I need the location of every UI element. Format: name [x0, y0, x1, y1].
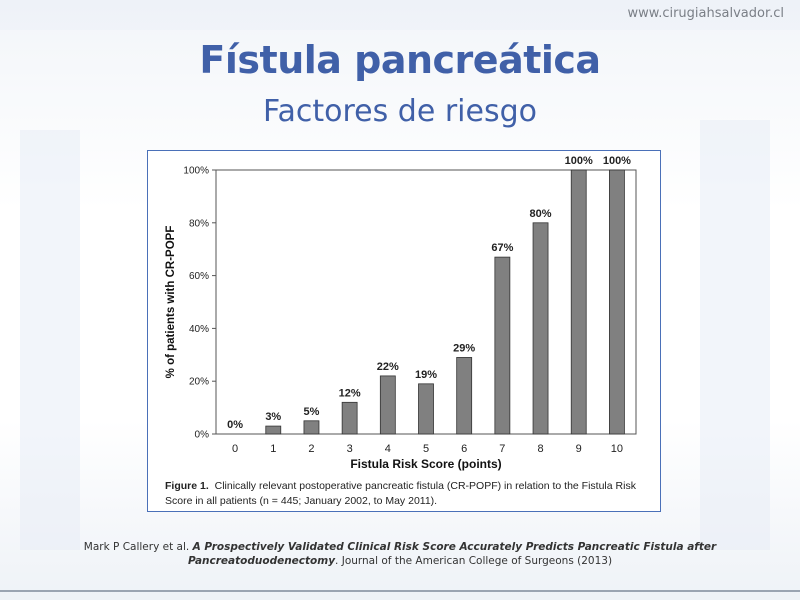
x-axis-title: Fistula Risk Score (points) [350, 457, 501, 471]
bar [494, 256, 511, 435]
bar-value-label: 100% [565, 155, 593, 167]
bar-value-label: 22% [377, 361, 399, 373]
y-tick-label: 20% [189, 377, 209, 388]
bar [265, 425, 282, 435]
bar-value-label: 5% [304, 406, 320, 418]
bar [456, 357, 473, 435]
background-roof [0, 0, 800, 30]
x-tick-label: 1 [270, 443, 276, 455]
bar-value-label: 67% [491, 242, 513, 254]
bar-value-label: 29% [453, 342, 475, 354]
x-tick-label: 9 [576, 443, 582, 455]
background-pillar-left [20, 130, 80, 550]
bar-value-label: 3% [265, 411, 281, 423]
x-tick-label: 3 [347, 443, 353, 455]
x-tick-label: 10 [611, 443, 623, 455]
bar [379, 375, 396, 435]
y-axis-title: % of patients with CR-POPF [165, 226, 177, 379]
bar [341, 401, 358, 435]
bar-value-label: 100% [603, 155, 631, 167]
figure-caption: Figure 1. Clinically relevant postoperat… [165, 479, 651, 509]
x-tick-label: 2 [308, 443, 314, 455]
x-tick-label: 8 [537, 443, 543, 455]
bar-chart: 0% 20% 40% 60% 80% 100% 0% 0 3% 1 5% 2 12% 3 22% 4 19% 5 2… [165, 155, 637, 471]
figure-panel: 0% 20% 40% 60% 80% 100% 0% 0 3% 1 5% 2 12% 3 22% 4 19% 5 2… [147, 150, 661, 512]
y-tick-label: 80% [189, 218, 209, 229]
bar [418, 383, 434, 435]
y-tick-label: 60% [189, 271, 209, 282]
site-url: www.cirugiahsalvador.cl [627, 6, 784, 21]
slide-subtitle: Factores de riesgo [263, 94, 537, 129]
y-tick-label: 0% [195, 430, 210, 441]
bar-value-label: 0% [227, 419, 243, 431]
bar [609, 169, 625, 435]
figure-caption-text: Clinically relevant postoperative pancre… [165, 480, 636, 507]
x-tick-label: 5 [423, 443, 429, 455]
slide-title: Fístula pancreática [199, 38, 601, 82]
background-pillar-right [700, 120, 770, 550]
bar [570, 169, 587, 435]
reference-authors: Mark P Callery et al. [83, 541, 190, 553]
reference-citation: Mark P Callery et al. A Prospectively Va… [60, 540, 740, 568]
x-tick-label: 0 [232, 443, 238, 455]
bar-value-label: 12% [339, 387, 361, 399]
footer-divider [0, 590, 800, 592]
reference-article-title: A Prospectively Validated Clinical Risk … [187, 541, 717, 567]
y-tick-label: 100% [183, 166, 209, 177]
bar-value-label: 19% [415, 369, 437, 381]
reference-journal: . Journal of the American College of Sur… [335, 555, 613, 567]
bar-value-label: 80% [530, 208, 552, 220]
bar [303, 420, 320, 435]
x-tick-label: 6 [461, 443, 467, 455]
figure-caption-label: Figure 1. [165, 480, 209, 492]
bar [532, 222, 549, 435]
x-tick-label: 7 [499, 443, 505, 455]
y-tick-label: 40% [189, 324, 209, 335]
x-tick-label: 4 [385, 443, 391, 455]
